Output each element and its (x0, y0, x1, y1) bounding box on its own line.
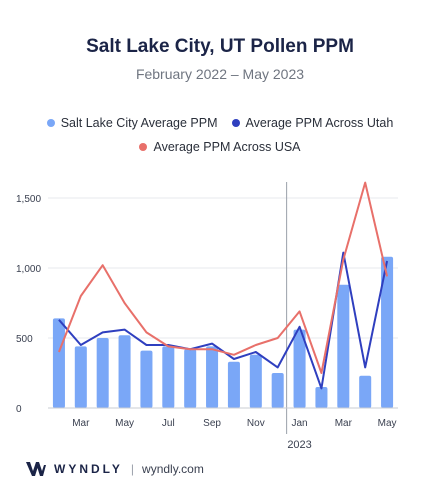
bar-slc (315, 387, 328, 408)
footer-url[interactable]: wyndly.com (142, 462, 204, 476)
bar-slc (184, 349, 197, 408)
legend-item-usa: Average PPM Across USA (139, 140, 301, 154)
bar-slc (249, 354, 262, 408)
bar-slc (118, 335, 131, 408)
bar-slc (293, 329, 306, 408)
x-tick-label: Sep (203, 418, 221, 429)
bar-slc (52, 318, 65, 408)
wyndly-logo-icon (26, 462, 46, 476)
bar-slc (96, 338, 109, 408)
legend-dot-utah (231, 119, 240, 127)
x-tick-label: Jan (292, 418, 308, 429)
x-tick-label: May (115, 418, 134, 429)
bar-slc (359, 375, 372, 408)
bar-slc (140, 350, 153, 408)
legend-dot-usa (139, 143, 148, 151)
chart-subtitle: February 2022 – May 2023 (135, 66, 305, 82)
legend-label-utah: Average PPM Across Utah (245, 116, 394, 130)
year-label: 2023 (287, 439, 311, 451)
line-usa (58, 181, 389, 374)
bar-slc (271, 373, 284, 408)
x-tick-label: Mar (335, 418, 353, 429)
chart-title: Salt Lake City, UT Pollen PPM (86, 36, 354, 57)
legend-row-2: Average PPM Across USA (0, 140, 440, 154)
y-tick-label: 500 (16, 334, 33, 345)
y-tick-label: 1,000 (16, 264, 41, 275)
x-tick-label: May (378, 418, 397, 429)
bar-slc (337, 284, 350, 408)
legend-label-usa: Average PPM Across USA (153, 140, 301, 154)
x-tick-label: Nov (247, 418, 265, 429)
legend-dot-slc (46, 119, 55, 127)
legend-item-slc: Salt Lake City Average PPM (46, 116, 218, 130)
x-tick-label: Jul (162, 418, 175, 429)
legend-label-slc: Salt Lake City Average PPM (60, 116, 218, 130)
bar-slc (74, 346, 87, 408)
legend-item-utah: Average PPM Across Utah (231, 116, 394, 130)
bar-slc (227, 361, 240, 408)
footer-separator: | (130, 462, 135, 476)
y-tick-label: 1,500 (16, 194, 41, 205)
y-tick-label: 0 (16, 404, 22, 415)
legend-row-1: Salt Lake City Average PPM Average PPM A… (0, 116, 440, 130)
bar-slc (162, 346, 175, 408)
footer: WYNDLY | wyndly.com (26, 462, 204, 476)
brand-name: WYNDLY (54, 462, 123, 476)
bar-slc (206, 346, 219, 408)
x-tick-label: Mar (72, 418, 90, 429)
bar-slc (381, 256, 394, 408)
